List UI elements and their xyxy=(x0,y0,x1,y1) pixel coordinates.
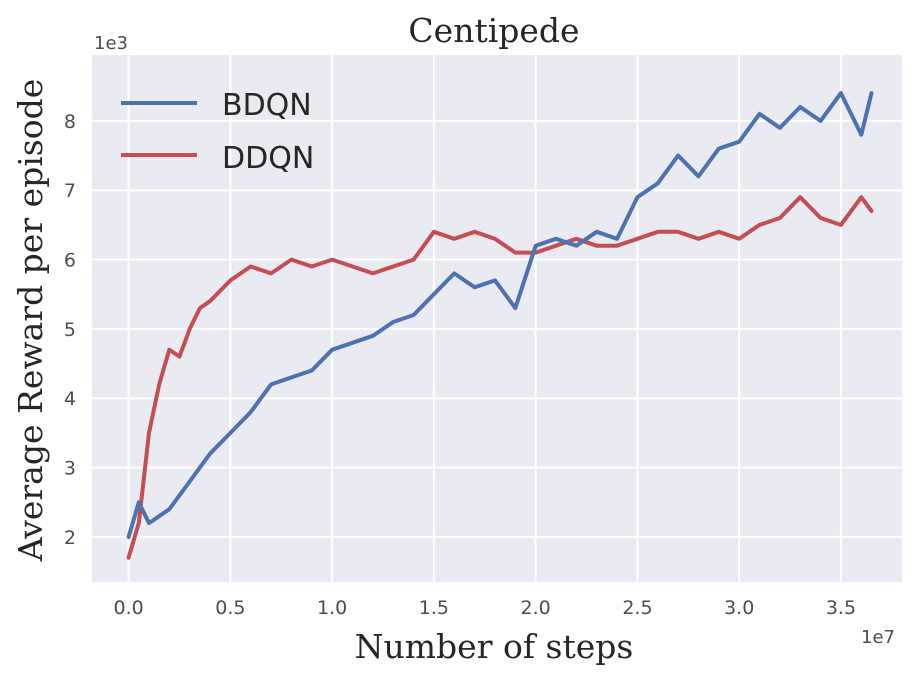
series-line-bdqn xyxy=(126,91,874,539)
y-tick-label: 5 xyxy=(64,319,76,341)
x-tick-label: 2.0 xyxy=(521,597,551,619)
y-tick-label: 4 xyxy=(64,388,76,410)
x-tick-label: 0.5 xyxy=(215,597,245,619)
x-tick-label: 1.5 xyxy=(419,597,449,619)
y-tick-label: 6 xyxy=(64,250,76,272)
series-layer xyxy=(126,91,874,560)
x-axis-label: Number of steps xyxy=(355,627,634,666)
y-axis-label: Average Reward per episode xyxy=(11,79,50,563)
legend-label-ddqn: DDQN xyxy=(222,141,314,176)
legend-label-bdqn: BDQN xyxy=(222,88,312,123)
x-tick-labels: 0.0 0.5 1.0 1.5 2.0 2.5 3.0 3.5 xyxy=(114,597,857,619)
legend: BDQN DDQN xyxy=(121,88,314,176)
series-line-ddqn xyxy=(126,195,874,560)
x-tick-label: 3.5 xyxy=(826,597,856,619)
grid xyxy=(92,55,902,582)
y-tick-label: 2 xyxy=(64,527,76,549)
x-tick-label: 2.5 xyxy=(622,597,652,619)
y-tick-label: 3 xyxy=(64,458,76,480)
x-tick-label: 1.0 xyxy=(317,597,347,619)
chart-title: Centipede xyxy=(408,11,579,50)
plot-area xyxy=(92,55,902,582)
y-tick-labels: 2 3 4 5 6 7 8 xyxy=(64,111,76,549)
x-tick-label: 3.0 xyxy=(724,597,754,619)
y-tick-label: 8 xyxy=(64,111,76,133)
y-offset-label: 1e3 xyxy=(94,33,128,54)
x-tick-label: 0.0 xyxy=(114,597,144,619)
x-offset-label: 1e7 xyxy=(861,627,895,648)
y-tick-label: 7 xyxy=(64,180,76,202)
